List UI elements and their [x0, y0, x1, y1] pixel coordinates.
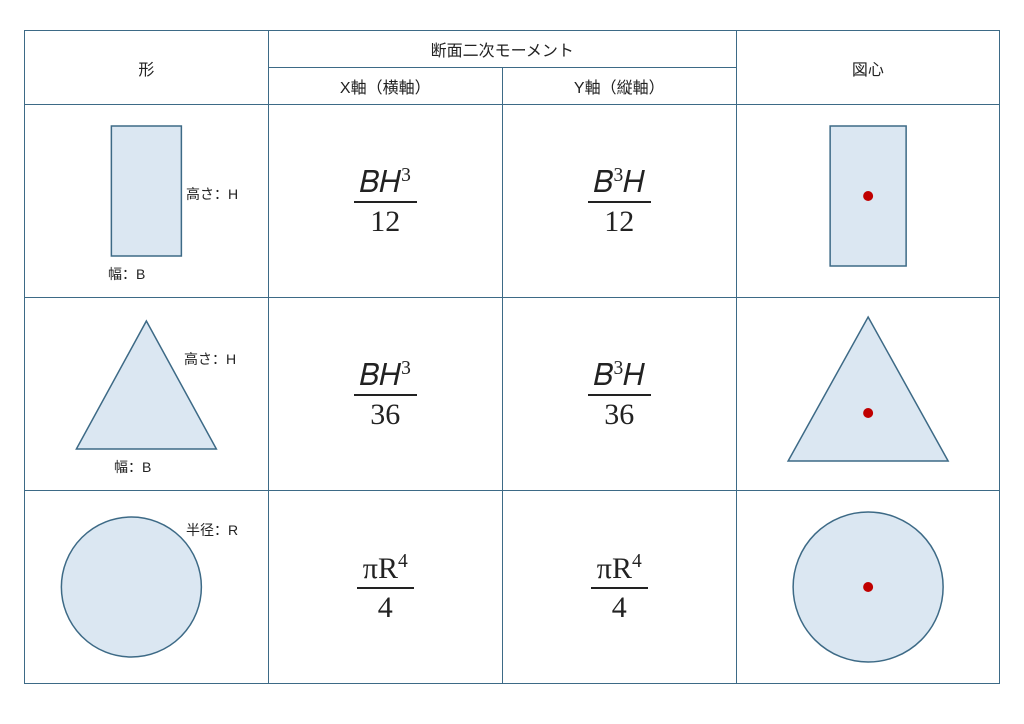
- label-width: 幅：B: [114, 457, 151, 477]
- moment-of-inertia-table: 形 断面二次モーメント 図心 X軸（横軸） Y軸（縦軸） 高さ：H 幅：B: [24, 30, 1000, 684]
- shape-cell-triangle: 高さ：H 幅：B: [25, 298, 269, 491]
- formula-cell: 𝐵𝐻3 12: [268, 105, 502, 298]
- shape-cell-rectangle: 高さ：H 幅：B: [25, 105, 269, 298]
- triangle-centroid-icon: [738, 299, 998, 489]
- header-moment-group: 断面二次モーメント: [268, 31, 736, 68]
- table-row: 半径：R πR4 4 πR4 4: [25, 491, 1000, 684]
- formula-Ix-circle: πR4 4: [357, 551, 414, 624]
- formula-cell: 𝐵𝐻3 36: [268, 298, 502, 491]
- table-row: 高さ：H 幅：B 𝐵𝐻3 36 𝐵3𝐻 36: [25, 298, 1000, 491]
- centroid-cell-triangle: [736, 298, 999, 491]
- formula-Iy-triangle: 𝐵3𝐻 36: [588, 358, 651, 431]
- table-row: 高さ：H 幅：B 𝐵𝐻3 12 𝐵3𝐻 12: [25, 105, 1000, 298]
- formula-Ix-triangle: 𝐵𝐻3 36: [354, 358, 417, 431]
- label-height: 高さ：H: [184, 349, 236, 369]
- formula-Iy-circle: πR4 4: [591, 551, 648, 624]
- formula-cell: 𝐵3𝐻 36: [502, 298, 736, 491]
- header-x-axis: X軸（横軸）: [268, 68, 502, 105]
- shape-cell-circle: 半径：R: [25, 491, 269, 684]
- label-height: 高さ：H: [186, 184, 238, 204]
- centroid-cell-circle: [736, 491, 999, 684]
- header-centroid: 図心: [736, 31, 999, 105]
- formula-cell: πR4 4: [268, 491, 502, 684]
- circle-centroid-icon: [738, 492, 998, 682]
- header-shape: 形: [25, 31, 269, 105]
- formula-Ix-rectangle: 𝐵𝐻3 12: [354, 165, 417, 238]
- label-width: 幅：B: [108, 264, 145, 284]
- rectangle-centroid-icon: [738, 106, 998, 296]
- centroid-cell-rectangle: [736, 105, 999, 298]
- formula-cell: 𝐵3𝐻 12: [502, 105, 736, 298]
- header-y-axis: Y軸（縦軸）: [502, 68, 736, 105]
- formula-Iy-rectangle: 𝐵3𝐻 12: [588, 165, 651, 238]
- page: 形 断面二次モーメント 図心 X軸（横軸） Y軸（縦軸） 高さ：H 幅：B: [0, 0, 1024, 724]
- label-radius: 半径：R: [186, 520, 238, 540]
- formula-cell: πR4 4: [502, 491, 736, 684]
